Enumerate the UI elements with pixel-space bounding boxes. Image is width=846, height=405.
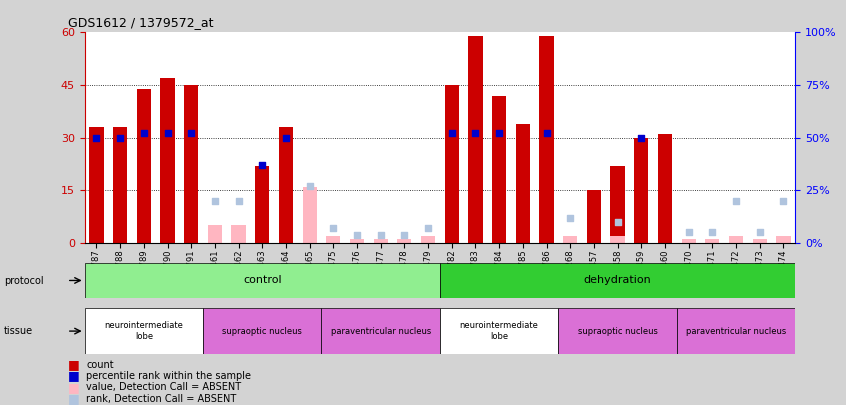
Bar bbox=[540, 36, 553, 243]
Bar bbox=[85, 263, 440, 298]
Point bbox=[327, 225, 340, 232]
Bar bbox=[303, 187, 316, 243]
Point bbox=[303, 183, 316, 190]
Bar bbox=[563, 236, 577, 243]
Point bbox=[184, 130, 198, 137]
Text: tissue: tissue bbox=[4, 326, 33, 336]
Bar bbox=[85, 308, 203, 354]
Point bbox=[279, 134, 293, 141]
Text: neurointermediate
lobe: neurointermediate lobe bbox=[104, 322, 184, 341]
Text: count: count bbox=[86, 360, 114, 369]
Point bbox=[137, 130, 151, 137]
Point bbox=[777, 198, 790, 204]
Point bbox=[232, 198, 245, 204]
Bar bbox=[587, 190, 601, 243]
Text: neurointermediate
lobe: neurointermediate lobe bbox=[459, 322, 539, 341]
Bar bbox=[611, 236, 624, 243]
Text: control: control bbox=[243, 275, 282, 286]
Bar bbox=[469, 36, 482, 243]
Point bbox=[350, 231, 364, 238]
Bar bbox=[729, 236, 743, 243]
Point bbox=[90, 134, 103, 141]
Point bbox=[421, 225, 435, 232]
Bar bbox=[279, 127, 293, 243]
Point bbox=[682, 229, 695, 236]
Text: paraventricular nucleus: paraventricular nucleus bbox=[331, 326, 431, 336]
Bar bbox=[777, 236, 790, 243]
Bar bbox=[440, 308, 558, 354]
Bar bbox=[611, 166, 624, 243]
Bar bbox=[706, 239, 719, 243]
Bar bbox=[398, 239, 411, 243]
Text: ■: ■ bbox=[68, 369, 80, 382]
Bar bbox=[682, 239, 695, 243]
Point bbox=[113, 134, 127, 141]
Text: ■: ■ bbox=[68, 381, 80, 394]
Point bbox=[540, 130, 553, 137]
Point bbox=[161, 130, 174, 137]
Bar bbox=[421, 236, 435, 243]
Text: GDS1612 / 1379572_at: GDS1612 / 1379572_at bbox=[68, 16, 213, 29]
Bar bbox=[203, 308, 321, 354]
Bar bbox=[350, 239, 364, 243]
Text: percentile rank within the sample: percentile rank within the sample bbox=[86, 371, 251, 381]
Bar bbox=[677, 308, 795, 354]
Point bbox=[445, 130, 459, 137]
Point bbox=[563, 215, 577, 221]
Bar bbox=[558, 308, 677, 354]
Bar bbox=[208, 226, 222, 243]
Bar bbox=[161, 78, 174, 243]
Point bbox=[753, 229, 766, 236]
Point bbox=[469, 130, 482, 137]
Bar bbox=[516, 124, 530, 243]
Point bbox=[706, 229, 719, 236]
Point bbox=[634, 134, 648, 141]
Point bbox=[492, 130, 506, 137]
Point bbox=[255, 162, 269, 168]
Bar bbox=[374, 239, 387, 243]
Bar bbox=[753, 239, 766, 243]
Text: protocol: protocol bbox=[4, 276, 44, 286]
Text: ■: ■ bbox=[68, 358, 80, 371]
Text: ■: ■ bbox=[68, 392, 80, 405]
Bar bbox=[137, 89, 151, 243]
Text: supraoptic nucleus: supraoptic nucleus bbox=[222, 326, 302, 336]
Point bbox=[374, 231, 387, 238]
Bar bbox=[327, 236, 340, 243]
Point bbox=[208, 198, 222, 204]
Bar bbox=[113, 127, 127, 243]
Bar bbox=[492, 96, 506, 243]
Bar bbox=[232, 226, 245, 243]
Point bbox=[611, 219, 624, 225]
Bar bbox=[634, 138, 648, 243]
Bar bbox=[440, 263, 795, 298]
Bar bbox=[445, 85, 459, 243]
Text: rank, Detection Call = ABSENT: rank, Detection Call = ABSENT bbox=[86, 394, 237, 403]
Bar bbox=[255, 166, 269, 243]
Bar bbox=[658, 134, 672, 243]
Text: paraventricular nucleus: paraventricular nucleus bbox=[686, 326, 786, 336]
Point bbox=[729, 198, 743, 204]
Bar bbox=[184, 85, 198, 243]
Text: dehydration: dehydration bbox=[584, 275, 651, 286]
Text: value, Detection Call = ABSENT: value, Detection Call = ABSENT bbox=[86, 382, 241, 392]
Bar bbox=[90, 127, 103, 243]
Point bbox=[398, 231, 411, 238]
Bar bbox=[321, 308, 440, 354]
Text: supraoptic nucleus: supraoptic nucleus bbox=[578, 326, 657, 336]
